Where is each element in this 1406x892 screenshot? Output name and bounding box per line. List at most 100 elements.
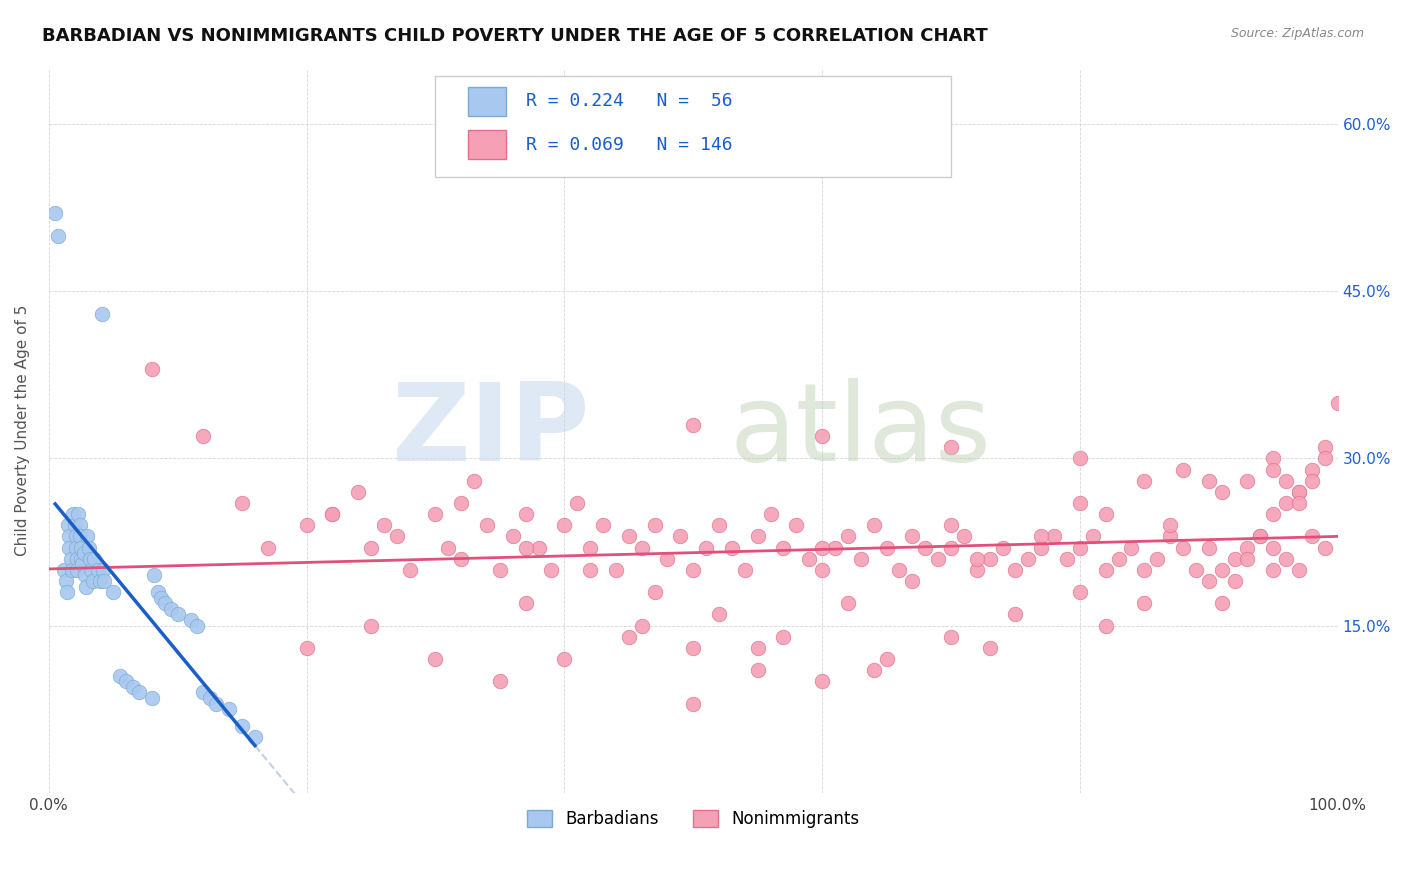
Point [58,541,80,555]
Point [1031,541,1053,555]
Point [734,563,756,577]
Point [966,551,988,566]
Point [141,690,163,705]
Point [295,640,318,655]
Point [149,591,172,605]
Point [682,640,704,655]
Point [592,518,614,533]
Point [876,541,898,555]
Point [70,551,93,566]
Point [180,613,202,627]
Point [1249,529,1271,543]
Point [1108,551,1130,566]
Point [53,563,76,577]
Point [939,518,962,533]
Point [347,484,370,499]
Point [1171,541,1194,555]
Point [82,574,104,588]
Point [849,551,872,566]
Point [707,607,730,622]
Point [811,429,834,443]
Point [143,568,166,582]
Point [1263,507,1285,521]
Point [44,206,66,220]
Point [489,563,512,577]
Point [515,596,537,610]
Point [1326,395,1348,409]
Point [1236,551,1258,566]
Point [65,541,87,555]
Point [1198,474,1220,488]
Point [1301,474,1323,488]
Point [69,529,91,543]
Point [56,518,79,533]
Point [1288,484,1310,499]
Point [193,429,215,443]
Point [1094,618,1116,632]
Point [75,580,97,594]
Point [527,541,550,555]
Point [682,417,704,432]
Point [1288,563,1310,577]
Point [321,507,343,521]
Point [450,551,472,566]
Point [56,585,79,599]
Point [80,563,103,577]
Point [425,507,447,521]
Point [166,607,188,622]
Point [966,563,988,577]
Point [605,563,627,577]
Point [1263,462,1285,476]
Point [1301,462,1323,476]
Point [1146,551,1168,566]
Point [69,518,91,533]
Point [1069,496,1091,510]
Point [90,307,112,321]
Point [398,563,420,577]
Point [939,630,962,644]
Point [1133,596,1156,610]
Point [141,362,163,376]
Point [128,685,150,699]
Point [231,719,253,733]
Point [939,541,962,555]
Point [153,596,176,610]
Text: BARBADIAN VS NONIMMIGRANTS CHILD POVERTY UNDER THE AGE OF 5 CORRELATION CHART: BARBADIAN VS NONIMMIGRANTS CHILD POVERTY… [42,27,988,45]
Point [811,563,834,577]
Point [939,440,962,454]
Point [385,529,408,543]
Point [1263,541,1285,555]
Point [62,507,84,521]
Point [93,574,115,588]
Point [1198,574,1220,588]
Point [785,518,807,533]
Point [1133,474,1156,488]
Point [889,563,911,577]
Point [1004,563,1026,577]
Point [579,541,602,555]
Point [1263,563,1285,577]
Point [63,518,86,533]
FancyBboxPatch shape [468,130,506,159]
Point [707,518,730,533]
Point [772,541,794,555]
Point [1275,496,1298,510]
Point [231,496,253,510]
Point [489,674,512,689]
Point [540,563,562,577]
Point [66,551,89,566]
Point [55,574,77,588]
Point [121,680,143,694]
Point [1236,541,1258,555]
Point [695,541,717,555]
Point [1004,607,1026,622]
Point [1288,484,1310,499]
Text: R = 0.069   N = 146: R = 0.069 N = 146 [526,136,733,153]
Point [437,541,460,555]
Point [87,563,110,577]
FancyBboxPatch shape [468,87,506,116]
Point [747,640,769,655]
Point [1081,529,1104,543]
Text: ZIP: ZIP [392,377,591,483]
Point [1288,496,1310,510]
